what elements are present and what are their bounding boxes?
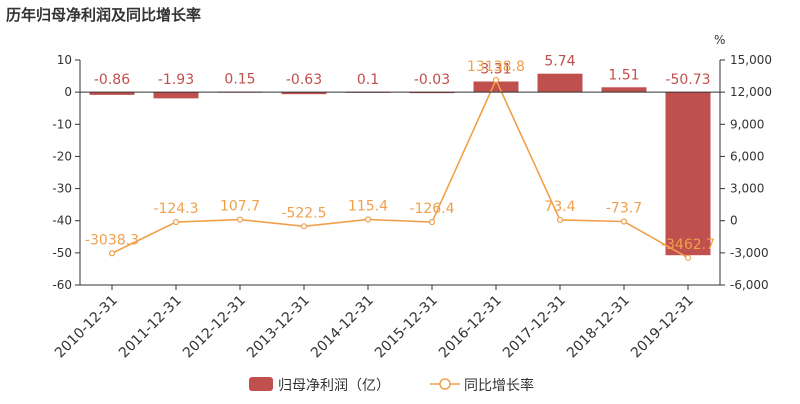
x-axis-tick-label: 2016-12-31 xyxy=(436,293,505,362)
legend-label-bar: 归母净利润（亿） xyxy=(278,377,390,394)
x-axis-tick-label: 2013-12-31 xyxy=(244,293,313,362)
line-value-label: 115.4 xyxy=(348,198,388,214)
right-axis-tick-label: 9,000 xyxy=(730,117,764,131)
bar xyxy=(281,92,327,95)
left-axis-tick-label: -20 xyxy=(52,149,72,163)
bar xyxy=(473,81,519,93)
bar xyxy=(601,87,647,93)
x-axis-tick-label: 2010-12-31 xyxy=(52,293,121,362)
circle-marker-icon xyxy=(439,378,451,390)
bar xyxy=(153,92,199,99)
line-point xyxy=(364,216,372,223)
line-point xyxy=(300,223,308,230)
bar xyxy=(537,73,583,93)
bar-value-label: -0.63 xyxy=(286,72,322,88)
line-value-label: -126.4 xyxy=(409,201,454,217)
x-axis-tick-label: 2015-12-31 xyxy=(372,293,441,362)
chart-title: 历年归母净利润及同比增长率 xyxy=(6,6,201,24)
left-axis-tick-label: -10 xyxy=(52,117,72,131)
left-axis-tick-label: -60 xyxy=(52,278,72,292)
right-axis-tick-label: 3,000 xyxy=(730,182,764,196)
x-axis-tick-label: 2014-12-31 xyxy=(308,293,377,362)
line-point xyxy=(172,218,180,226)
line-point xyxy=(492,76,500,84)
bar-value-label: -0.03 xyxy=(414,72,450,88)
line-point xyxy=(556,216,564,224)
left-axis-tick-label: 0 xyxy=(64,85,72,99)
bar-value-label: 1.51 xyxy=(608,67,639,83)
legend-item-line[interactable]: 同比增长率 xyxy=(430,377,534,394)
x-axis-tick-label: 2017-12-31 xyxy=(500,293,569,362)
right-axis-tick-label: 0 xyxy=(730,214,738,228)
line-value-label: 73.4 xyxy=(544,199,575,215)
right-axis-tick-label: 12,000 xyxy=(730,85,772,99)
left-axis-tick-label: -40 xyxy=(52,214,72,228)
line-value-label: 107.7 xyxy=(220,199,260,215)
line-value-label: -73.7 xyxy=(606,201,642,217)
bar-value-label: -0.86 xyxy=(94,72,130,88)
line-point xyxy=(236,216,244,223)
right-axis-unit: % xyxy=(714,33,725,47)
bar-value-label: 0.1 xyxy=(357,72,379,88)
legend-label-line: 同比增长率 xyxy=(464,377,534,394)
x-axis-tick-label: 2019-12-31 xyxy=(628,293,697,362)
bar-value-label: -1.93 xyxy=(158,72,194,88)
legend-item-bar[interactable]: 归母净利润（亿） xyxy=(249,377,390,394)
bar-value-label: 3.31 xyxy=(480,62,511,78)
bar xyxy=(665,92,711,256)
line-value-label: -3462.7 xyxy=(661,237,715,253)
line-point xyxy=(428,218,436,226)
bar-labels: -0.86 -1.93 0.15 -0.63 0.1 -0.03 3.31 5.74 1.51 -… xyxy=(94,54,711,88)
bar-swatch-icon xyxy=(249,377,273,391)
line-value-label: -3038.3 xyxy=(85,232,139,248)
line-value-label: -522.5 xyxy=(281,205,326,221)
right-axis-tick-label: -3,000 xyxy=(730,246,769,260)
line-series xyxy=(108,76,692,261)
x-axis-tick-label: 2011-12-31 xyxy=(116,293,185,362)
bar xyxy=(89,92,135,95)
line-value-label: -124.3 xyxy=(153,201,198,217)
right-axis-tick-label: 6,000 xyxy=(730,149,764,163)
bar-value-label: -50.73 xyxy=(665,72,710,88)
bar-series xyxy=(89,73,711,256)
line-point xyxy=(620,218,628,225)
left-axis-tick-label: -50 xyxy=(52,246,72,260)
line-point xyxy=(108,250,116,257)
line-labels: -3038.3 -124.3 107.7 -522.5 115.4 -126.4 13138… xyxy=(85,59,715,253)
line-point xyxy=(684,254,692,261)
left-axis-tick-label: -30 xyxy=(52,182,72,196)
x-axis-tick-label: 2012-12-31 xyxy=(180,293,249,362)
left-axis-tick-label: 10 xyxy=(57,53,72,67)
left-axis: 10 0 -10 -20 -30 -40 -50 -60 xyxy=(52,53,81,292)
legend: 归母净利润（亿） 同比增长率 xyxy=(249,377,534,394)
bar-value-label: 5.74 xyxy=(544,54,575,70)
line-value-label: 13138.8 xyxy=(467,59,525,75)
right-axis-tick-label: 15,000 xyxy=(730,53,772,67)
x-axis: 2010-12-312011-12-312012-12-312013-12-31… xyxy=(52,91,720,362)
bar-value-label: 0.15 xyxy=(224,72,255,88)
right-axis-tick-label: -6,000 xyxy=(730,278,769,292)
right-axis: 15,000 12,000 9,000 6,000 3,000 0 -3,000 -6,000 xyxy=(719,53,772,292)
growth-rate-line xyxy=(111,78,689,259)
x-axis-tick-label: 2018-12-31 xyxy=(564,293,633,362)
